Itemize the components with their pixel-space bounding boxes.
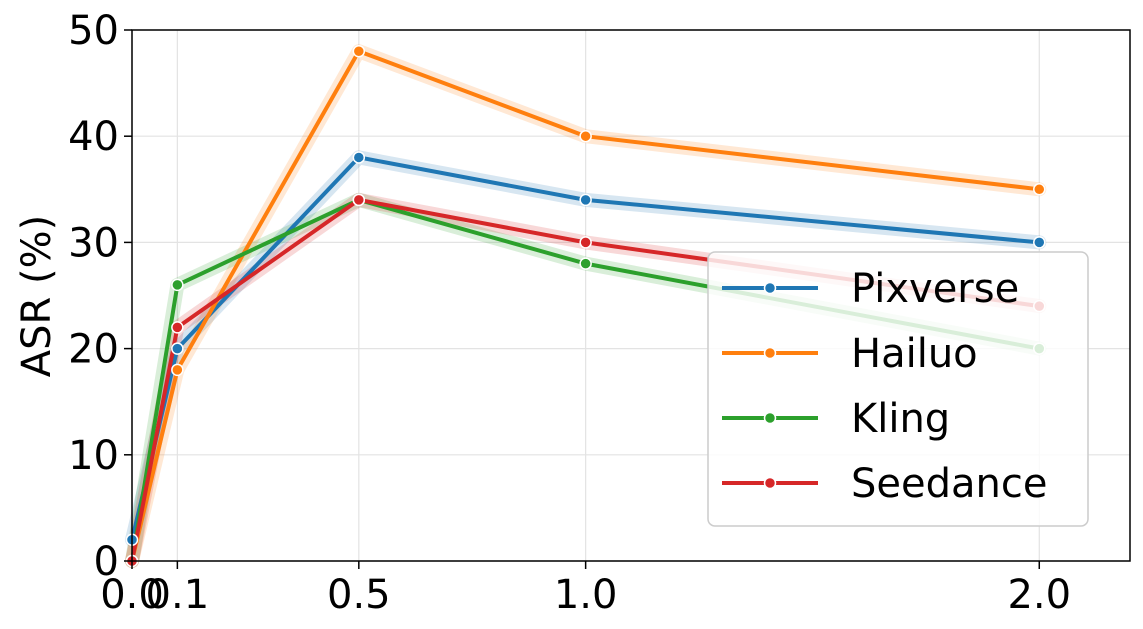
point-pixverse [171, 342, 184, 355]
point-kling [171, 278, 184, 292]
y-tick-label: 50 [68, 8, 119, 54]
point-seedance [352, 193, 366, 207]
legend-label-pixverse: Pixverse [851, 266, 1019, 312]
legend-label-seedance: Seedance [851, 461, 1047, 507]
y-tick-label: 30 [68, 220, 119, 266]
y-tick-label: 40 [68, 114, 119, 160]
point-hailuo [171, 363, 184, 377]
x-tick-label: 0.0 [100, 572, 164, 618]
y-tick-label: 10 [68, 433, 119, 479]
x-tick-label: 2.0 [1007, 572, 1071, 618]
point-pixverse [1033, 236, 1046, 249]
legend-marker-seedance [763, 476, 777, 490]
point-hailuo [1033, 183, 1046, 196]
point-seedance [171, 321, 184, 334]
x-axis-ticks: 0.00.1 0.5 1.0 2.0 [100, 561, 1071, 618]
legend-marker-pixverse [763, 281, 777, 295]
point-seedance [579, 236, 592, 249]
data-points [125, 44, 1046, 568]
legend: Pixverse Hailuo Kling Seedance [707, 251, 1089, 527]
legend-marker-kling [763, 411, 777, 425]
x-tick-label: 1.0 [554, 572, 618, 618]
point-pixverse [352, 151, 366, 164]
y-axis-label: ASR (%) [14, 215, 60, 377]
plot-frame [131, 29, 1131, 562]
x-tick-label: 0.1 [146, 572, 210, 618]
legend-box [707, 251, 1089, 527]
y-tick-label: 20 [68, 327, 119, 373]
point-hailuo [352, 44, 366, 58]
point-hailuo [579, 129, 592, 143]
point-kling [579, 257, 592, 270]
y-tick-label: 0 [94, 539, 119, 585]
y-axis-ticks: 0 10 20 30 40 50 [68, 8, 132, 585]
legend-label-kling: Kling [851, 396, 950, 442]
x-tick-label: 0.5 [327, 572, 391, 618]
legend-label-hailuo: Hailuo [851, 331, 978, 377]
point-pixverse [579, 193, 592, 207]
legend-marker-hailuo [763, 346, 777, 360]
